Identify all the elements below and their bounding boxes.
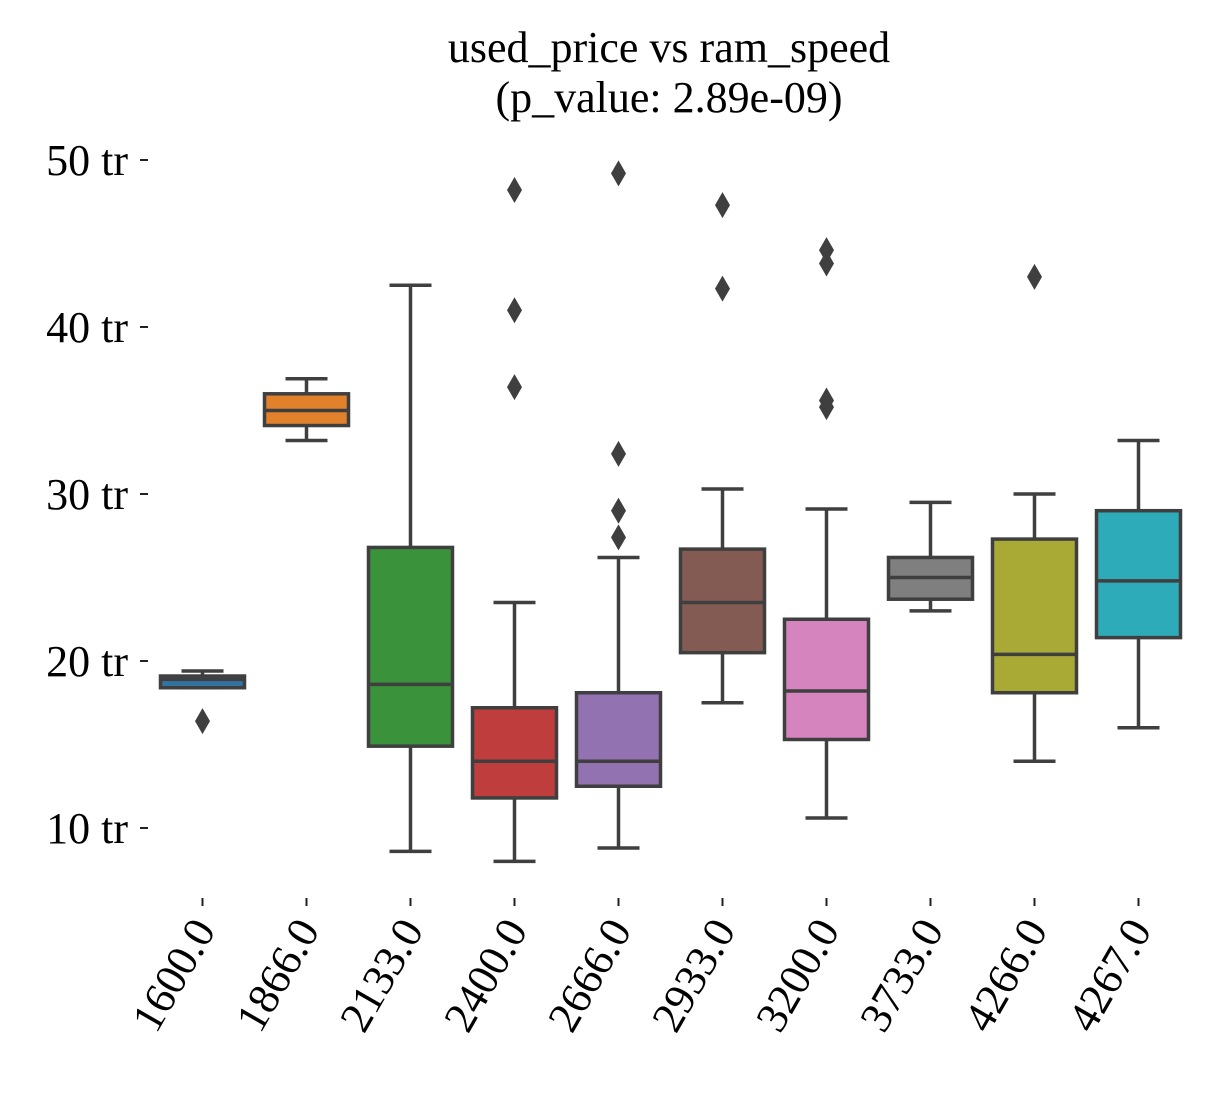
y-tick-label: 20 tr [46,637,128,686]
box-iqr [782,617,871,742]
chart-subtitle: (p_value: 2.89e-09) [496,73,843,122]
box-group [782,237,871,820]
box-group [262,377,351,443]
outlier-point [611,440,626,467]
box-group [678,192,767,705]
outlier-point [819,387,834,414]
box-group [574,160,663,850]
outlier-point [715,275,730,302]
x-tick-label: 1866.0 [226,911,329,1040]
outlier-point [195,708,210,735]
x-tick-label: 2666.0 [538,911,641,1040]
outlier-point [819,250,834,277]
box-iqr [366,545,455,748]
x-tick-label: 2133.0 [330,911,433,1040]
box-iqr [158,674,247,690]
box-iqr [1094,508,1183,640]
outlier-point [611,497,626,524]
x-tick-label: 3200.0 [746,911,849,1040]
box-group [470,177,559,864]
x-axis: 1600.0 1866.0 2133.0 2400.0 2666.0 2933.0 3200… [122,898,1161,1040]
y-tick-label: 40 tr [46,303,128,352]
box-iqr [574,690,663,788]
box-group [1094,438,1183,730]
plot-area [158,160,1183,864]
x-tick-label: 4266.0 [954,911,1057,1040]
outlier-point [507,374,522,401]
y-tick-label: 50 tr [46,136,128,185]
x-tick-label: 4267.0 [1058,911,1161,1040]
box-group [158,669,247,735]
x-tick-label: 3733.0 [850,911,953,1040]
x-tick-label: 2400.0 [434,911,537,1040]
x-tick-label: 2933.0 [642,911,745,1040]
y-axis: 10 tr 20 tr 30 tr 40 tr 50 tr [46,136,148,853]
outlier-point [1027,263,1042,290]
box-group [990,263,1079,763]
box-iqr [470,706,559,800]
chart-title: used_price vs ram_speed [448,23,890,72]
y-tick-label: 10 tr [46,804,128,853]
outlier-point [507,177,522,204]
y-tick-label: 30 tr [46,470,128,519]
box-group [366,283,455,854]
outlier-point [507,297,522,324]
outlier-point [611,160,626,187]
outlier-point [611,524,626,551]
x-tick-label: 1600.0 [122,911,225,1040]
box-iqr [990,537,1079,695]
outlier-point [715,192,730,219]
box-group [886,500,975,613]
outlier-point [819,237,834,264]
